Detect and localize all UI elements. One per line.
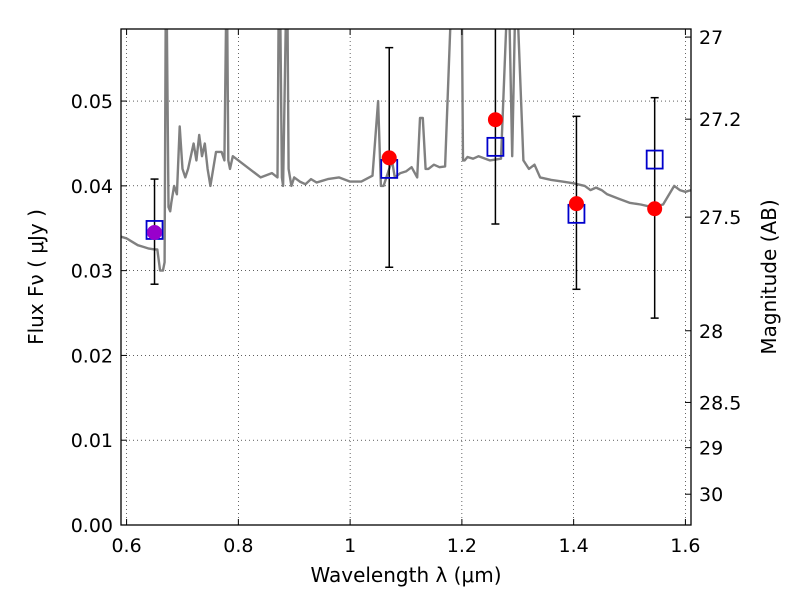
- y2-axis-label: Magnitude (AB): [757, 199, 781, 354]
- y2-tick-label: 28.5: [699, 392, 741, 414]
- observed-point-marker: [381, 150, 397, 166]
- spectrum-line: [121, 29, 691, 272]
- y-tick-label: 0.01: [71, 430, 113, 452]
- model-point-marker: [645, 149, 664, 170]
- x-tick-label: 1.2: [447, 535, 477, 557]
- observed-photometry-markers: [147, 112, 663, 240]
- y-tick-label: 0.05: [71, 91, 113, 113]
- y-tick-label: 0.00: [71, 515, 113, 537]
- observed-point-marker: [647, 201, 663, 217]
- y2-tick-label: 27: [699, 27, 723, 49]
- x-tick-label: 1.4: [559, 535, 589, 557]
- model-point-marker: [486, 136, 505, 157]
- y-axis-label: Flux Fν ( μJy ): [24, 209, 48, 345]
- y-tick-label: 0.04: [71, 176, 113, 198]
- plot-frame: [120, 28, 692, 526]
- x-axis-label: Wavelength λ (μm): [310, 563, 501, 587]
- model-photometry-markers: [145, 136, 664, 240]
- x-tick-label: 0.6: [111, 535, 141, 557]
- y2-tick-label: 29: [699, 438, 723, 460]
- axis-ticks: 0.6 0.8 1 1.2 1.4 1.6 0.00 0.01 0.02 0.03 0.04 0.05…: [71, 27, 742, 557]
- x-tick-label: 1: [344, 535, 356, 557]
- grid-lines: [121, 29, 691, 525]
- y2-tick-label: 30: [699, 484, 723, 506]
- x-tick-label: 0.8: [223, 535, 253, 557]
- y2-tick-label: 27.5: [699, 207, 741, 229]
- observed-point-marker: [568, 196, 584, 212]
- observed-point-marker: [487, 112, 503, 128]
- x-tick-label: 1.6: [670, 535, 700, 557]
- observed-point-marker: [147, 224, 163, 240]
- y-tick-label: 0.02: [71, 345, 113, 367]
- y2-tick-label: 27.2: [699, 109, 741, 131]
- y2-tick-label: 28: [699, 321, 723, 343]
- y-tick-label: 0.03: [71, 261, 113, 283]
- model-spectrum: [121, 29, 691, 272]
